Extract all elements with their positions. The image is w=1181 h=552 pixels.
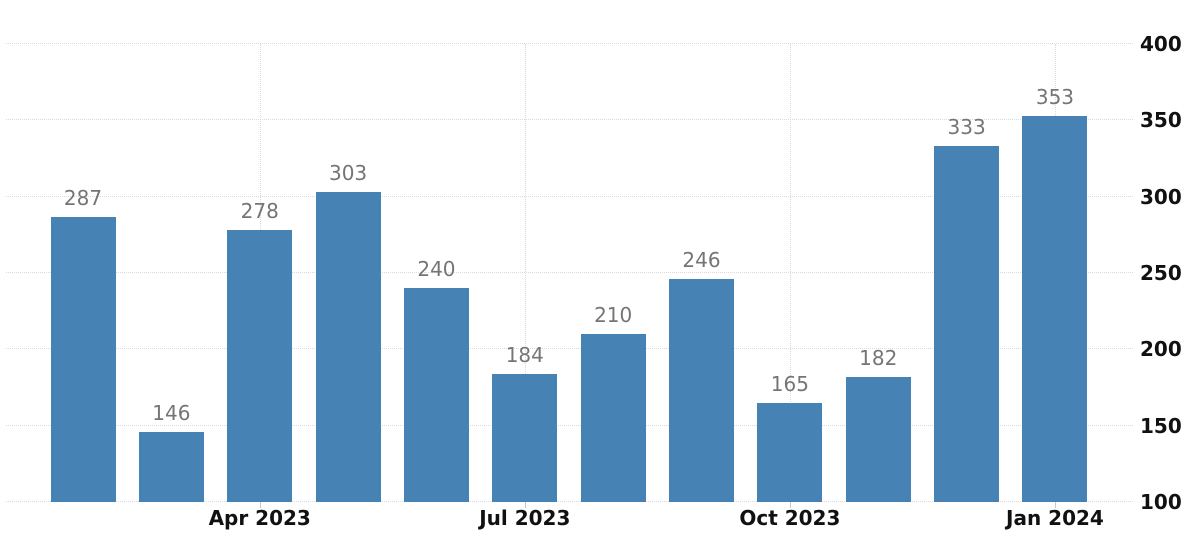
y-axis-tick-label: 400 [1140,32,1181,56]
bar-value-label: 182 [859,345,898,370]
bar [403,288,469,502]
bar-value-label: 353 [1035,84,1075,109]
bar [1022,115,1088,502]
bar-value-label: 246 [682,248,721,273]
y-axis-tick-label: 100 [1140,490,1181,514]
x-axis-tick-mark [259,502,261,508]
plot-area: 287 146 278 303 240 184 210 246 165 182 333 353 [6,43,1133,502]
y-axis-tick-label: 300 [1140,184,1181,209]
horizontal-gridline [6,424,1133,426]
x-axis-tick-label: Jul 2023 [479,506,571,530]
bar [138,431,204,502]
bar [227,230,293,502]
x-axis-tick-label: Jan 2024 [1006,506,1104,530]
y-axis-tick-label: 200 [1140,337,1181,362]
y-axis-tick-label: 250 [1140,261,1181,285]
bar [934,146,1000,502]
bar-value-label: 333 [947,115,986,140]
horizontal-gridline [6,501,1133,502]
bar-value-label: 287 [63,185,103,210]
bar-value-label: 165 [770,371,809,396]
horizontal-gridline [6,272,1133,273]
vertical-gridline [789,44,791,502]
bar-value-label: 210 [594,303,633,328]
bar-value-label: 146 [152,400,191,425]
x-axis-tick-label: Apr 2023 [208,506,311,530]
horizontal-gridline [6,348,1133,350]
bar [845,376,911,502]
x-axis-tick-mark [1054,502,1056,508]
y-axis-tick-label: 350 [1140,108,1181,133]
bar-value-label: 303 [328,161,368,186]
bar [50,216,116,502]
bar-value-label: 184 [505,342,544,367]
bar-value-label: 240 [417,257,456,282]
bar-value-label: 278 [240,199,279,224]
horizontal-gridline [6,43,1133,44]
x-axis-tick-mark [524,502,526,508]
horizontal-gridline [6,195,1133,197]
bar [580,334,646,502]
vertical-gridline [524,44,526,502]
y-axis-tick-label: 150 [1140,413,1181,438]
bar [669,279,735,502]
bar [492,373,558,502]
x-axis-tick-mark [789,502,791,508]
bar [757,402,823,502]
x-axis-tick-label: Oct 2023 [739,506,841,530]
bar [315,192,381,502]
horizontal-gridline [6,119,1133,121]
